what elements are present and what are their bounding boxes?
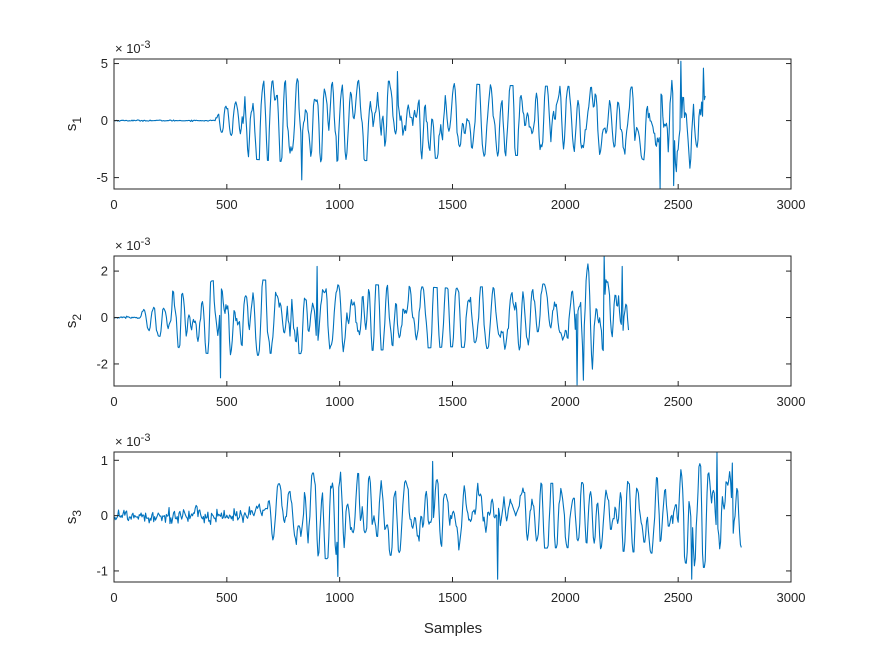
x-tick-label: 3000 <box>777 590 806 605</box>
y-axis-label-subscript: 1 <box>70 117 84 124</box>
y-tick-label: 0 <box>101 310 108 325</box>
exponent-power: -3 <box>141 39 151 51</box>
y-axis-label-base: s <box>63 321 80 329</box>
subplot-2: 0 500 1000 1500 2000 2500 3000-202× 10-3s2 <box>63 236 805 409</box>
x-tick-label: 0 <box>110 590 117 605</box>
axis-exponent-label: × 10-3 <box>115 39 150 56</box>
axis-exponent-label: × 10-3 <box>115 432 150 449</box>
x-tick-label: 1000 <box>325 590 354 605</box>
x-tick-label: 500 <box>216 590 238 605</box>
y-tick-label: 2 <box>101 264 108 279</box>
x-tick-label: 0 <box>110 394 117 409</box>
exponent-base: × 10 <box>115 238 141 253</box>
exponent-base: × 10 <box>115 434 141 449</box>
x-tick-label: 1000 <box>325 394 354 409</box>
exponent-power: -3 <box>141 432 151 444</box>
x-tick-label: 2500 <box>664 590 693 605</box>
x-tick-label: 1500 <box>438 394 467 409</box>
axes-background <box>114 59 791 189</box>
y-tick-label: -5 <box>96 170 108 185</box>
x-axis-label: Samples <box>424 620 482 637</box>
y-tick-label: -2 <box>96 356 108 371</box>
x-tick-label: 500 <box>216 197 238 212</box>
x-tick-label: 2000 <box>551 197 580 212</box>
y-tick-label: 1 <box>101 453 108 468</box>
y-axis-label-subscript: 2 <box>70 314 84 321</box>
x-tick-label: 3000 <box>777 197 806 212</box>
y-tick-label: 0 <box>101 508 108 523</box>
exponent-base: × 10 <box>115 41 141 56</box>
y-axis-label: s2 <box>63 314 84 329</box>
y-axis-label-base: s <box>63 124 80 132</box>
axes-background <box>114 452 791 582</box>
x-tick-label: 1500 <box>438 590 467 605</box>
y-tick-label: -1 <box>96 563 108 578</box>
x-tick-label: 2000 <box>551 590 580 605</box>
y-axis-label: s1 <box>63 117 84 132</box>
y-tick-label: 0 <box>101 113 108 128</box>
signal-line <box>113 451 742 580</box>
subplot-3: 0 500 1000 1500 2000 2500 3000-101× 10-3s3 <box>63 432 805 605</box>
x-tick-label: 1000 <box>325 197 354 212</box>
axes-background <box>114 256 791 386</box>
y-axis-label: s3 <box>63 510 84 525</box>
y-tick-label: 5 <box>101 56 108 71</box>
exponent-power: -3 <box>141 236 151 248</box>
signal-line <box>113 255 630 386</box>
axis-exponent-label: × 10-3 <box>115 236 150 253</box>
subplot-1: 0 500 1000 1500 2000 2500 3000-505× 10-3s1 <box>63 39 805 212</box>
x-tick-label: 3000 <box>777 394 806 409</box>
signal-line <box>113 60 706 190</box>
x-tick-label: 2500 <box>664 394 693 409</box>
y-axis-label-base: s <box>63 517 80 525</box>
x-tick-label: 0 <box>110 197 117 212</box>
y-axis-label-subscript: 3 <box>70 510 84 517</box>
x-tick-label: 1500 <box>438 197 467 212</box>
x-tick-label: 2000 <box>551 394 580 409</box>
x-tick-label: 2500 <box>664 197 693 212</box>
x-tick-label: 500 <box>216 394 238 409</box>
